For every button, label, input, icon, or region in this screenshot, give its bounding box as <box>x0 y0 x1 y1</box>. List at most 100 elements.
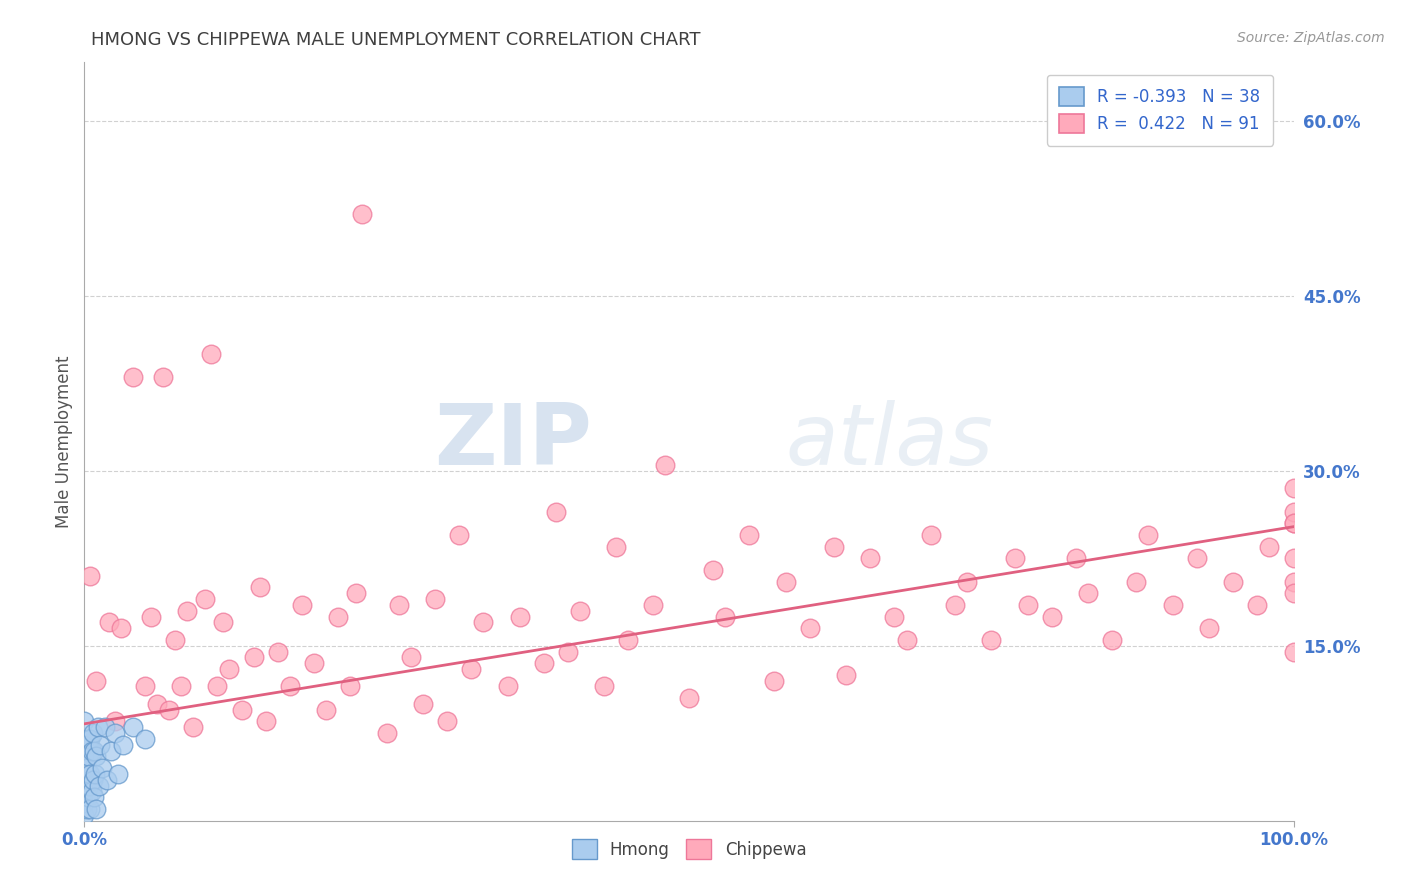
Point <box>79 767 101 781</box>
Point <box>1282 586 1305 600</box>
Point <box>1282 551 1305 566</box>
Point <box>73 772 96 787</box>
Point <box>73 796 96 810</box>
Point <box>1137 528 1160 542</box>
Point <box>1282 516 1305 531</box>
Point <box>956 574 979 589</box>
Point <box>883 609 905 624</box>
Point <box>823 540 845 554</box>
Point <box>121 720 143 734</box>
Point <box>86 749 108 764</box>
Point <box>1125 574 1147 589</box>
Point <box>1161 598 1184 612</box>
Point <box>799 621 821 635</box>
Point <box>139 609 162 624</box>
Point <box>1004 551 1026 566</box>
Point <box>896 632 918 647</box>
Point <box>73 738 96 752</box>
Point <box>231 703 253 717</box>
Point <box>80 744 103 758</box>
Point <box>165 632 187 647</box>
Point <box>100 744 122 758</box>
Text: atlas: atlas <box>786 400 994 483</box>
Text: ZIP: ZIP <box>434 400 592 483</box>
Point <box>82 772 104 787</box>
Point <box>1064 551 1087 566</box>
Point <box>1258 540 1281 554</box>
Point <box>170 680 193 694</box>
Point <box>267 644 290 658</box>
Point <box>73 761 96 775</box>
Point <box>89 738 111 752</box>
Point <box>112 738 135 752</box>
Point <box>654 458 676 472</box>
Point <box>79 731 101 746</box>
Point <box>73 784 96 798</box>
Point <box>76 761 98 775</box>
Point <box>91 761 114 775</box>
Point <box>194 592 217 607</box>
Text: HMONG VS CHIPPEWA MALE UNEMPLOYMENT CORRELATION CHART: HMONG VS CHIPPEWA MALE UNEMPLOYMENT CORR… <box>91 31 700 49</box>
Point <box>1282 644 1305 658</box>
Point <box>557 644 579 658</box>
Point <box>1101 632 1123 647</box>
Point <box>152 370 174 384</box>
Point <box>738 528 761 542</box>
Point <box>96 772 118 787</box>
Point <box>533 656 555 670</box>
Point <box>86 720 108 734</box>
Point <box>436 714 458 729</box>
Point <box>835 668 858 682</box>
Point <box>399 650 422 665</box>
Point <box>1222 574 1244 589</box>
Point <box>82 726 104 740</box>
Point <box>702 563 724 577</box>
Point <box>496 680 519 694</box>
Point <box>134 731 156 746</box>
Point <box>83 790 105 805</box>
Point <box>86 673 108 688</box>
Point <box>146 697 169 711</box>
Point <box>157 703 180 717</box>
Point <box>207 680 229 694</box>
Point <box>79 568 101 582</box>
Point <box>218 662 240 676</box>
Point <box>242 650 264 665</box>
Point <box>714 609 737 624</box>
Point <box>200 347 222 361</box>
Point <box>176 604 198 618</box>
Point <box>121 370 143 384</box>
Point <box>412 697 434 711</box>
Point <box>302 656 325 670</box>
Point <box>86 802 108 816</box>
Point <box>254 714 277 729</box>
Point <box>775 574 797 589</box>
Y-axis label: Male Unemployment: Male Unemployment <box>55 355 73 528</box>
Point <box>1282 504 1305 518</box>
Point <box>943 598 966 612</box>
Point <box>449 528 471 542</box>
Point <box>980 632 1002 647</box>
Point <box>87 779 110 793</box>
Point <box>605 540 627 554</box>
Point <box>79 802 101 816</box>
Point <box>94 720 117 734</box>
Point <box>73 807 96 822</box>
Point <box>107 767 129 781</box>
Point <box>472 615 495 630</box>
Point <box>80 784 103 798</box>
Point <box>762 673 785 688</box>
Point <box>110 621 132 635</box>
Point <box>1246 598 1268 612</box>
Point <box>593 680 616 694</box>
Point <box>617 632 640 647</box>
Point <box>544 504 567 518</box>
Point <box>97 615 120 630</box>
Point <box>77 731 100 746</box>
Point <box>77 790 100 805</box>
Point <box>346 586 368 600</box>
Point <box>77 749 100 764</box>
Point <box>76 802 98 816</box>
Point <box>569 604 592 618</box>
Point <box>83 744 105 758</box>
